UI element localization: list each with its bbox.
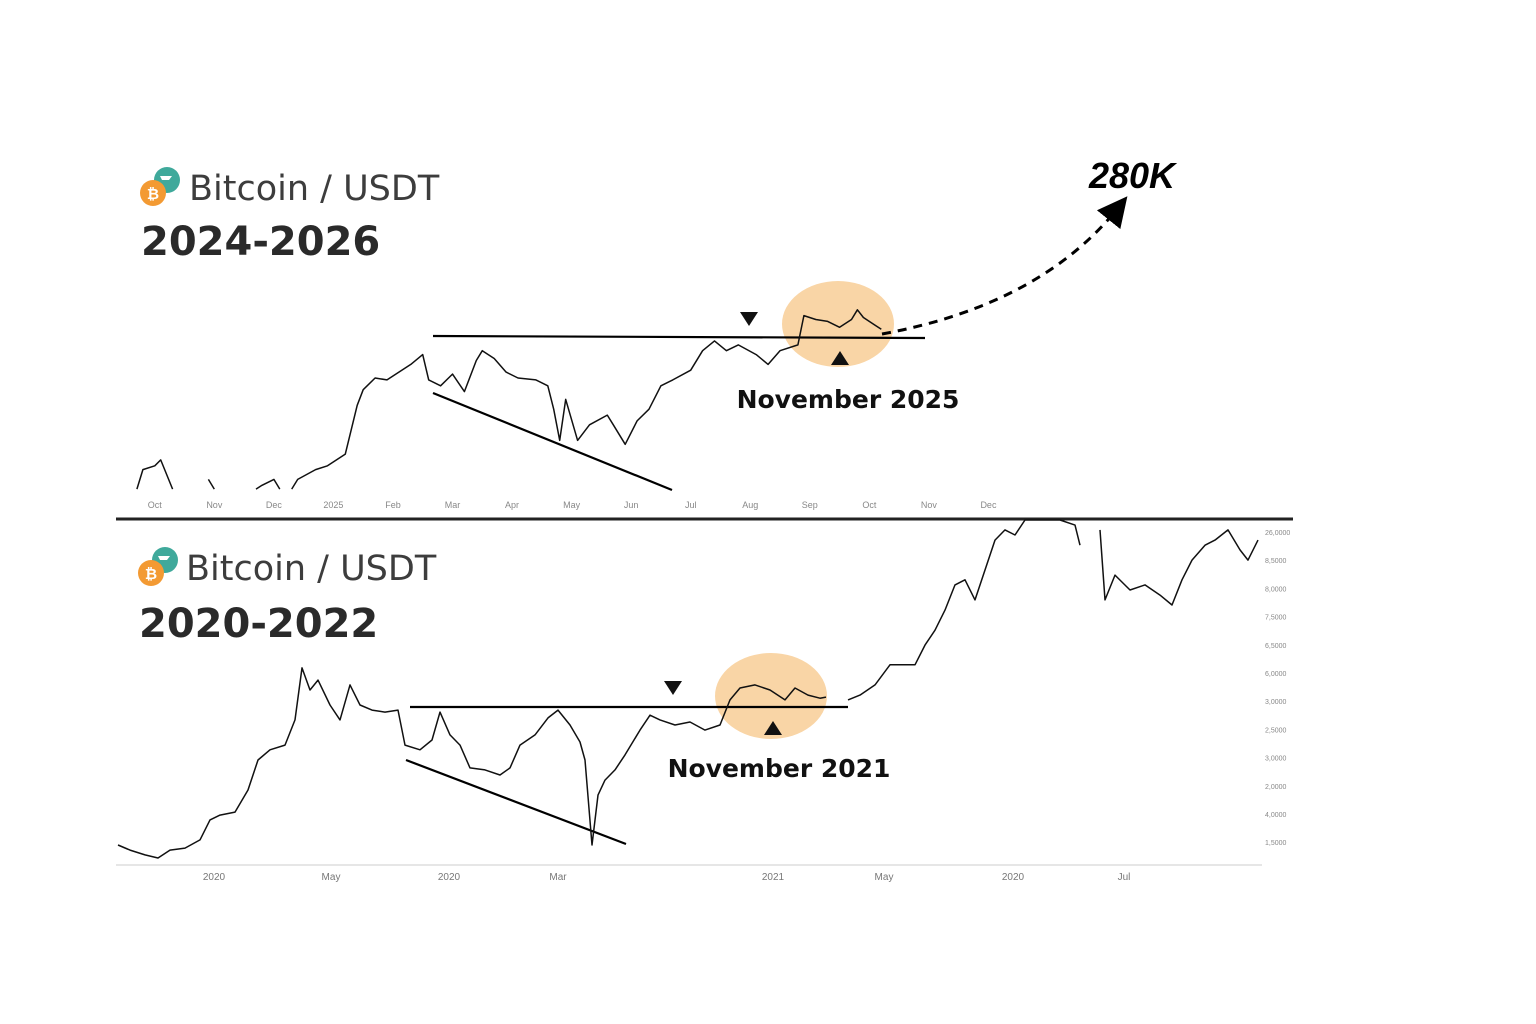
- x-tick-label: 2021: [762, 872, 785, 883]
- y-axis-label: 1,5000: [1265, 840, 1287, 847]
- coin-icon: ₿: [140, 167, 180, 206]
- projection-arrow: [881, 196, 1128, 336]
- x-tick-label: Nov: [206, 500, 223, 510]
- x-tick-label: May: [563, 500, 581, 510]
- trend-line: [405, 758, 627, 846]
- range-title: 2024-2026: [141, 219, 380, 265]
- price-line: [117, 519, 1259, 859]
- pair-title: Bitcoin / USDT: [186, 549, 437, 589]
- trend-line: [432, 391, 673, 492]
- x-tick-label: 2020: [1002, 872, 1025, 883]
- x-tick-label: Jun: [624, 500, 639, 510]
- highlight-ellipse: [715, 653, 827, 739]
- y-axis-label: 2,5000: [1265, 727, 1287, 734]
- coin-icon: ₿: [138, 547, 178, 586]
- marker-down: [664, 681, 682, 695]
- x-tick-label: Feb: [385, 500, 401, 510]
- svg-text:₿: ₿: [147, 185, 159, 203]
- y-axis-label: 6,0000: [1265, 671, 1287, 678]
- breakout-label: November 2021: [668, 754, 891, 783]
- y-axis-label: 4,0000: [1265, 812, 1287, 819]
- x-tick-label: Jul: [685, 500, 697, 510]
- x-tick-label: Dec: [980, 500, 997, 510]
- y-axis-label: 8,5000: [1265, 558, 1287, 565]
- x-tick-label: May: [322, 872, 341, 883]
- resistance-line: [432, 334, 926, 340]
- marker-down: [740, 312, 758, 326]
- x-tick-label: 2025: [323, 500, 343, 510]
- x-tick-label: May: [875, 872, 894, 883]
- price-line: [136, 309, 882, 490]
- x-tick-label: Nov: [921, 500, 938, 510]
- svg-text:₿: ₿: [145, 565, 157, 583]
- x-tick-label: Oct: [148, 500, 163, 510]
- x-tick-label: 2020: [203, 872, 226, 883]
- x-tick-label: Jul: [1118, 872, 1131, 883]
- pair-title: Bitcoin / USDT: [189, 169, 440, 209]
- x-tick-label: Apr: [505, 500, 519, 510]
- x-tick-label: Sep: [802, 500, 818, 510]
- y-axis-label: 3,0000: [1265, 756, 1287, 763]
- y-axis-label: 8,0000: [1265, 586, 1287, 593]
- y-axis-label: 7,5000: [1265, 615, 1287, 622]
- breakout-label: November 2025: [737, 385, 960, 414]
- x-tick-label: Oct: [862, 500, 877, 510]
- x-tick-label: Mar: [549, 872, 567, 883]
- x-tick-label: Dec: [266, 500, 283, 510]
- y-axis-label: 26,0000: [1265, 530, 1290, 537]
- x-tick-label: Aug: [742, 500, 758, 510]
- y-axis-label: 2,0000: [1265, 784, 1287, 791]
- x-tick-label: 2020: [438, 872, 461, 883]
- x-tick-label: Mar: [445, 500, 461, 510]
- y-axis-label: 6,5000: [1265, 643, 1287, 650]
- range-title: 2020-2022: [139, 601, 378, 647]
- marker-up: [764, 721, 782, 735]
- highlight-ellipse: [782, 281, 894, 367]
- y-axis-label: 3,0000: [1265, 699, 1287, 706]
- target-label: 280K: [1088, 155, 1178, 196]
- marker-up: [831, 351, 849, 365]
